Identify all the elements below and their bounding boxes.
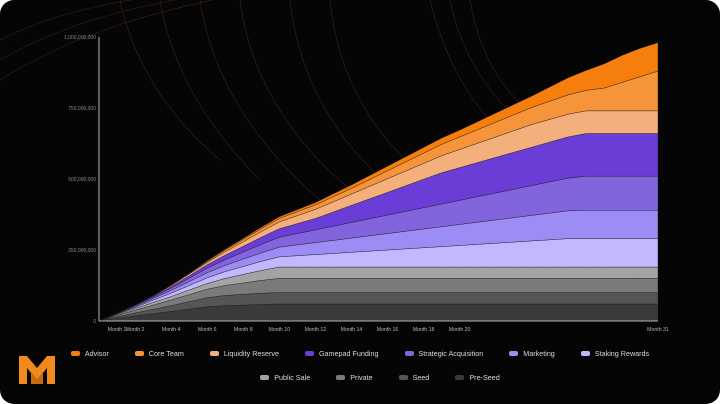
y-tick-label: 250,000,000 (68, 248, 96, 254)
legend-item-liquidity-reserve: Liquidity Reserve (209, 348, 279, 358)
legend-swatch (455, 374, 465, 380)
x-tick-label: Month 10 (269, 327, 291, 333)
legend-swatch (134, 350, 144, 356)
x-tick-label: Month 12 (305, 327, 327, 333)
area-series-group (98, 42, 659, 322)
x-tick-label: Month 1 (108, 327, 127, 333)
area-advisor (98, 42, 659, 322)
x-tick-label: Month 20 (449, 327, 471, 333)
x-tick-label: Month 2 (126, 327, 145, 333)
legend-item-public-sale: Public Sale (260, 373, 310, 382)
legend-swatch (304, 350, 314, 356)
legend-swatch (580, 350, 590, 356)
legend-swatch (509, 350, 519, 356)
legend-swatch (404, 350, 414, 356)
legend-label: Liquidity Reserve (223, 348, 279, 358)
legend-label: Core Team (148, 348, 184, 358)
x-tick-label: Month 31 (647, 327, 669, 333)
y-tick-label: 500,000,000 (68, 177, 96, 183)
legend-item-gamepad-funding: Gamepad Funding (304, 348, 379, 358)
legend-label: Strategic Acquisition (418, 348, 484, 358)
y-tick-label: 750,000,000 (68, 106, 96, 112)
legend-label: Private (350, 372, 373, 382)
x-tick-label: Month 16 (377, 327, 399, 333)
legend-label: Seed (412, 372, 430, 382)
x-tick-label: Month 8 (234, 327, 253, 333)
legend-item-advisor: Advisor (70, 348, 109, 358)
legend-item-core-team: Core Team (134, 348, 184, 358)
legend-label: Staking Rewards (594, 348, 650, 358)
legend-label: Gamepad Funding (318, 348, 379, 358)
axes-group: 0 250,000,000 500,000,000 750,000,000 1,000,… (64, 35, 669, 333)
legend: Advisor Core Team Liquidity Reserve Gamepad… (0, 346, 720, 384)
legend-label: Public Sale (274, 372, 311, 382)
legend-item-pre-seed: Pre-Seed (455, 372, 500, 382)
y-tick-label: 1,000,000,000 (64, 35, 96, 41)
legend-swatch (209, 350, 219, 356)
y-tick-label: 0 (93, 319, 96, 325)
legend-swatch (336, 374, 346, 380)
legend-row-1: Advisor Core Team Liquidity Reserve Gamepad… (0, 346, 720, 360)
legend-item-private: Private (336, 372, 373, 382)
legend-swatch (260, 374, 270, 380)
legend-item-seed: Seed (398, 372, 430, 382)
legend-row-2: Public Sale Private Seed Pre-Seed (0, 370, 720, 384)
x-tick-label: Month 18 (413, 327, 435, 333)
legend-item-staking-rewards: Staking Rewards (580, 348, 650, 358)
x-tick-label: Month 6 (198, 327, 217, 333)
legend-swatch (70, 350, 80, 356)
legend-label: Marketing (523, 348, 555, 358)
x-tick-label: Month 4 (162, 327, 181, 333)
x-tick-label: Month 14 (341, 327, 363, 333)
legend-item-marketing: Marketing (509, 349, 555, 358)
legend-label: Pre-Seed (469, 372, 500, 382)
m-monogram-logo (19, 356, 55, 384)
legend-label: Advisor (84, 348, 109, 358)
legend-item-strategic-acquisition: Strategic Acquisition (404, 348, 484, 358)
legend-swatch (398, 374, 408, 380)
